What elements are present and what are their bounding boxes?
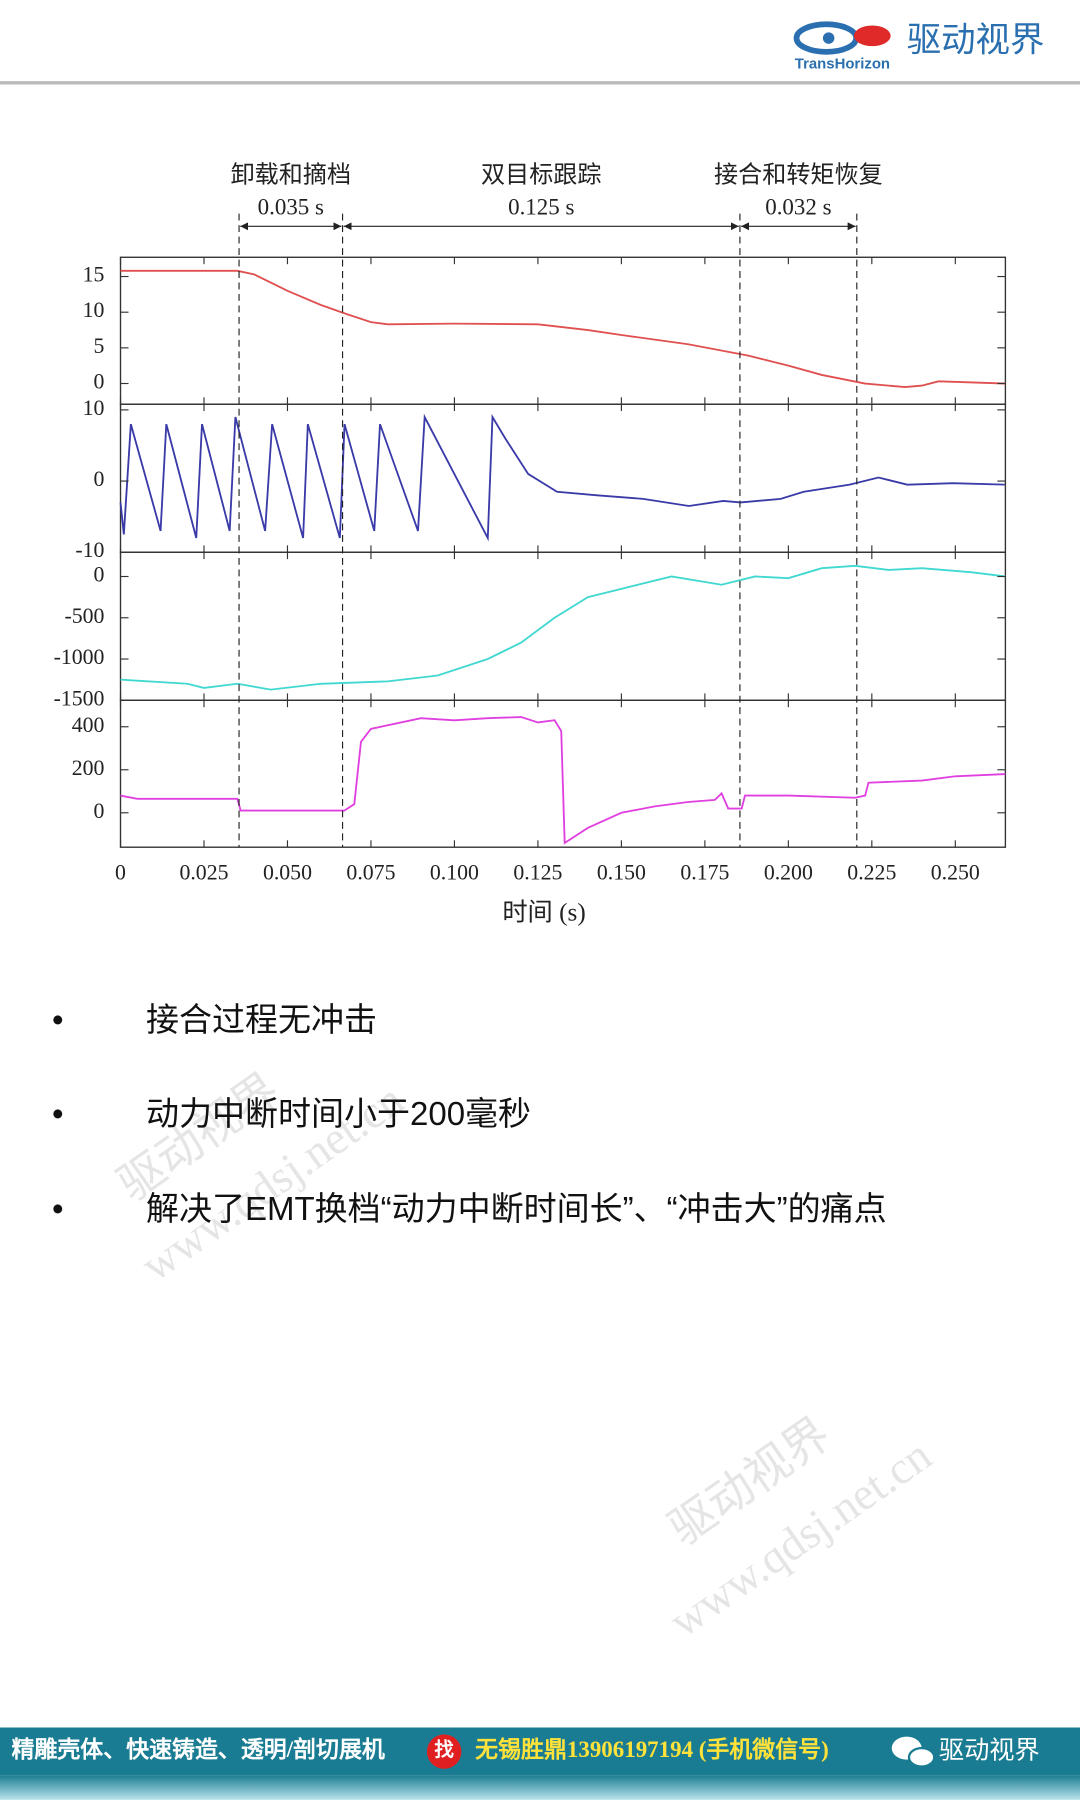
bullet-text: 动力中断时间小于200毫秒 bbox=[146, 1095, 532, 1132]
x-tick-label: 0.150 bbox=[597, 861, 646, 885]
footer-brand: 驱动视界 bbox=[939, 1736, 1040, 1764]
x-axis-label: 时间 (s) bbox=[502, 899, 585, 927]
panel-frame bbox=[119, 256, 1007, 405]
phase-label: 接合和转矩恢复 bbox=[714, 161, 883, 188]
phase-duration: 0.035 s bbox=[258, 194, 324, 219]
bullet-text: 接合过程无冲击 bbox=[146, 1001, 377, 1038]
watermarks: 驱动视界 www.qdsj.net.cn 驱动视界 www.qdsj.net.c… bbox=[109, 1064, 940, 1647]
x-tick-label: 0.050 bbox=[263, 861, 312, 885]
x-tick-label: 0.225 bbox=[847, 861, 896, 885]
panel-frame bbox=[119, 699, 1007, 848]
y-tick-label: -1000 bbox=[54, 645, 105, 669]
data-line bbox=[119, 413, 1005, 542]
y-tick-label: 10 bbox=[83, 298, 105, 322]
y-tick-label: 0 bbox=[94, 563, 105, 587]
y-tick-label: 200 bbox=[72, 756, 105, 780]
y-tick-label: 15 bbox=[83, 263, 105, 287]
phase-label: 卸载和摘档 bbox=[231, 161, 351, 188]
brand-cn: 驱动视界 bbox=[907, 22, 1045, 60]
bullet: • 接合过程无冲击 bbox=[52, 1001, 377, 1038]
y-tick-label: 5 bbox=[94, 334, 105, 358]
badge-circle bbox=[426, 1734, 462, 1769]
panel-frame bbox=[119, 551, 1007, 701]
footer-badge: 找 bbox=[434, 1738, 454, 1761]
data-line bbox=[120, 716, 1006, 845]
wechat-icon bbox=[891, 1736, 936, 1768]
y-tick-label: 0 bbox=[94, 370, 105, 394]
x-tick-label: 0.025 bbox=[179, 861, 228, 885]
x-tick-label: 0.125 bbox=[513, 861, 562, 885]
phase-duration: 0.125 s bbox=[508, 194, 574, 219]
data-line bbox=[120, 269, 1006, 389]
y-tick-label: -10 bbox=[75, 538, 104, 562]
x-tick-label: 0 bbox=[115, 861, 126, 885]
x-tick-label: 0.250 bbox=[931, 861, 980, 885]
bullet: • 动力中断时间小于200毫秒 bbox=[52, 1095, 532, 1132]
y-tick-label: 0 bbox=[94, 799, 105, 823]
data-line bbox=[120, 564, 1006, 691]
footer-left: 精雕壳体、快速铸造、透明/剖切展机 bbox=[11, 1736, 384, 1762]
brand-en: TransHorizon bbox=[795, 55, 890, 72]
footer-band bbox=[0, 1775, 1080, 1800]
y-tick-label: 10 bbox=[83, 396, 105, 420]
footer-contact: 无锡胜鼎13906197194 (手机微信号) bbox=[475, 1736, 829, 1762]
y-tick-label: 0 bbox=[94, 467, 105, 491]
bullet-text: 解决了EMT换档“动力中断时间长”、“冲击大”的痛点 bbox=[146, 1190, 887, 1227]
x-tick-label: 0.175 bbox=[680, 861, 729, 885]
x-tick-label: 0.200 bbox=[764, 861, 813, 885]
phase-duration: 0.032 s bbox=[765, 194, 831, 219]
y-tick-label: -1500 bbox=[54, 686, 105, 710]
y-tick-label: -500 bbox=[64, 604, 104, 628]
x-tick-label: 0.075 bbox=[346, 861, 395, 885]
y-tick-label: 400 bbox=[72, 713, 105, 737]
x-tick-label: 0.100 bbox=[430, 861, 479, 885]
phase-label: 双目标跟踪 bbox=[481, 161, 601, 188]
logo bbox=[793, 21, 891, 55]
bullet: • 解决了EMT换档“动力中断时间长”、“冲击大”的痛点 bbox=[52, 1190, 887, 1227]
